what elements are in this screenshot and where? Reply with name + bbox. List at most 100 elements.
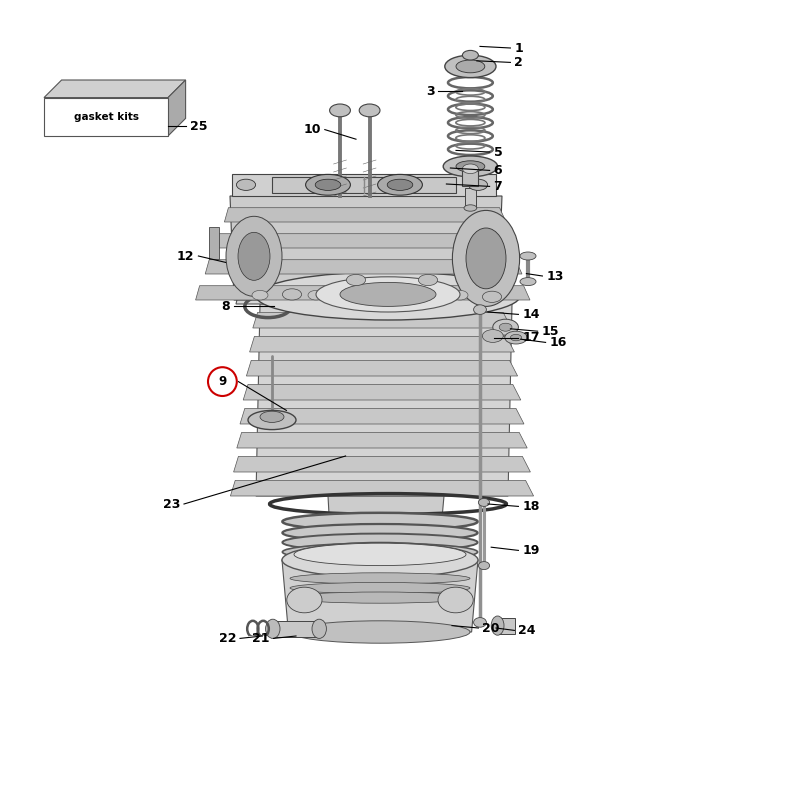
Ellipse shape: [482, 330, 503, 342]
Polygon shape: [237, 432, 527, 448]
Ellipse shape: [456, 60, 485, 73]
Ellipse shape: [452, 210, 519, 306]
Ellipse shape: [282, 524, 478, 542]
Ellipse shape: [520, 252, 536, 260]
Ellipse shape: [294, 543, 466, 566]
Text: 24: 24: [518, 624, 536, 637]
Ellipse shape: [256, 272, 520, 320]
Ellipse shape: [478, 498, 490, 506]
Bar: [210, 227, 219, 258]
Ellipse shape: [312, 619, 326, 638]
Text: 25: 25: [190, 120, 207, 133]
Polygon shape: [224, 208, 506, 222]
Ellipse shape: [474, 305, 486, 314]
Ellipse shape: [482, 291, 502, 302]
Polygon shape: [215, 234, 514, 248]
Text: 5: 5: [494, 146, 502, 158]
Polygon shape: [230, 480, 534, 496]
Ellipse shape: [290, 573, 470, 584]
Ellipse shape: [493, 319, 518, 335]
Ellipse shape: [266, 619, 280, 638]
Ellipse shape: [359, 104, 380, 117]
Polygon shape: [243, 385, 521, 400]
Ellipse shape: [237, 179, 256, 190]
Ellipse shape: [418, 274, 438, 286]
Text: 23: 23: [162, 498, 180, 510]
Polygon shape: [282, 560, 478, 632]
Ellipse shape: [290, 621, 470, 643]
Ellipse shape: [282, 554, 478, 566]
Ellipse shape: [252, 290, 268, 300]
Ellipse shape: [290, 592, 470, 603]
Text: 14: 14: [522, 308, 540, 321]
Ellipse shape: [238, 232, 270, 280]
Bar: [272, 177, 456, 193]
Ellipse shape: [510, 334, 522, 341]
Text: 8: 8: [221, 300, 230, 313]
Ellipse shape: [474, 618, 486, 627]
Ellipse shape: [282, 543, 478, 561]
Polygon shape: [206, 260, 522, 274]
Ellipse shape: [260, 411, 284, 422]
Ellipse shape: [452, 290, 468, 300]
Ellipse shape: [378, 174, 422, 195]
Ellipse shape: [226, 216, 282, 296]
Ellipse shape: [282, 534, 478, 551]
Ellipse shape: [306, 174, 350, 195]
Ellipse shape: [468, 179, 487, 190]
Ellipse shape: [288, 289, 440, 302]
Ellipse shape: [462, 164, 478, 174]
Polygon shape: [256, 304, 512, 496]
Ellipse shape: [346, 274, 366, 286]
Bar: [498, 618, 515, 634]
Ellipse shape: [462, 50, 478, 60]
Polygon shape: [44, 80, 186, 98]
Ellipse shape: [456, 161, 485, 172]
Ellipse shape: [286, 587, 322, 613]
Text: 20: 20: [482, 622, 500, 634]
Ellipse shape: [520, 278, 536, 286]
Text: 12: 12: [177, 250, 194, 262]
Ellipse shape: [308, 290, 324, 300]
Polygon shape: [196, 286, 530, 300]
Ellipse shape: [290, 582, 470, 594]
Text: 7: 7: [494, 180, 502, 193]
Text: gasket kits: gasket kits: [74, 112, 138, 122]
Ellipse shape: [316, 277, 460, 312]
Text: 21: 21: [252, 632, 270, 645]
Text: 17: 17: [522, 331, 540, 344]
Text: 13: 13: [546, 270, 564, 282]
Ellipse shape: [478, 562, 490, 570]
Ellipse shape: [499, 323, 512, 331]
Polygon shape: [236, 286, 492, 304]
Ellipse shape: [282, 542, 478, 578]
Text: 18: 18: [522, 500, 540, 513]
Text: 2: 2: [514, 56, 523, 69]
Bar: [462, 169, 478, 186]
Text: 1: 1: [514, 42, 523, 54]
Ellipse shape: [438, 587, 473, 613]
Text: 6: 6: [494, 164, 502, 177]
Ellipse shape: [464, 205, 477, 211]
Text: 10: 10: [303, 123, 321, 136]
Polygon shape: [328, 496, 444, 540]
Text: 3: 3: [426, 85, 434, 98]
Text: 22: 22: [218, 632, 236, 645]
Ellipse shape: [315, 179, 341, 190]
Ellipse shape: [491, 616, 504, 635]
Polygon shape: [250, 336, 514, 352]
Text: 15: 15: [542, 325, 559, 338]
Polygon shape: [168, 80, 186, 136]
Ellipse shape: [412, 290, 428, 300]
Ellipse shape: [248, 410, 296, 430]
Bar: [273, 621, 319, 637]
Ellipse shape: [332, 524, 441, 548]
Ellipse shape: [466, 228, 506, 289]
Ellipse shape: [282, 289, 302, 300]
Ellipse shape: [505, 331, 527, 344]
Ellipse shape: [282, 513, 478, 530]
Text: 19: 19: [522, 544, 540, 557]
Text: 9: 9: [218, 375, 226, 388]
Polygon shape: [253, 313, 511, 328]
Ellipse shape: [445, 55, 496, 78]
